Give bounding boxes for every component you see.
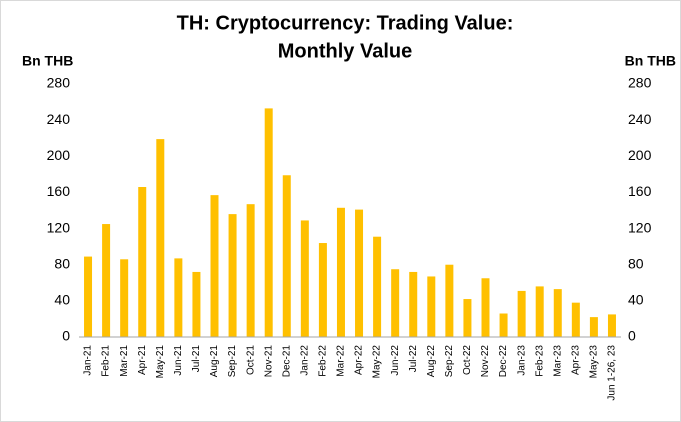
x-tick-label: Jun-21: [173, 345, 184, 376]
x-tick-label: Jun 1-26, 23: [607, 345, 618, 401]
bar: [264, 108, 273, 338]
x-tick-label: Jul-21: [191, 345, 202, 373]
bar: [481, 278, 490, 337]
bar: [499, 313, 508, 337]
bar: [571, 302, 580, 337]
y2-axis-label: Bn THB: [625, 53, 676, 69]
bar: [138, 187, 147, 337]
y-tick-label: 280: [47, 75, 71, 91]
y2-tick-label: 120: [628, 219, 652, 235]
bar: [102, 224, 111, 337]
chart-title: Monthly Value: [278, 40, 412, 62]
bar: [300, 220, 309, 337]
x-tick-label: Nov-22: [480, 345, 491, 378]
x-tick-label: Aug-21: [209, 345, 220, 378]
bar: [391, 269, 400, 337]
x-tick-label: Jan-21: [83, 345, 94, 376]
bar: [174, 258, 183, 337]
x-tick-label: Dec-21: [281, 345, 292, 378]
bar: [318, 243, 327, 337]
y2-tick-label: 0: [628, 328, 636, 344]
bar: [355, 209, 364, 337]
x-tick-label: May-23: [589, 345, 600, 379]
x-tick-label: Oct-22: [462, 345, 473, 375]
x-tick-label: Nov-21: [263, 345, 274, 378]
y2-tick-label: 200: [628, 147, 652, 163]
x-tick-label: Feb-22: [318, 345, 329, 377]
y-tick-label: 40: [54, 292, 70, 308]
y-tick-label: 200: [47, 147, 71, 163]
x-tick-label: Mar-22: [336, 345, 347, 377]
x-tick-label: Mar-23: [552, 345, 563, 377]
y2-tick-label: 240: [628, 111, 652, 127]
y-tick-label: 160: [47, 183, 71, 199]
bar: [409, 271, 418, 337]
bar: [553, 289, 562, 337]
x-tick-label: Sep-22: [444, 345, 455, 378]
bar: [120, 259, 129, 337]
x-tick-label: Mar-21: [119, 345, 130, 377]
y2-tick-label: 80: [628, 255, 644, 271]
x-tick-label: Feb-23: [534, 345, 545, 377]
x-tick-label: May-22: [372, 345, 383, 379]
x-tick-label: Apr-23: [570, 345, 581, 375]
bar: [373, 236, 382, 337]
y-tick-label: 240: [47, 111, 71, 127]
y-tick-label: 80: [54, 255, 70, 271]
bar: [210, 195, 219, 337]
x-tick-label: Sep-21: [227, 345, 238, 378]
bar: [427, 276, 436, 337]
bar: [156, 139, 165, 337]
bar: [517, 290, 526, 337]
bar: [282, 175, 291, 337]
x-tick-label: Apr-22: [354, 345, 365, 375]
y-tick-label: 0: [62, 328, 70, 344]
bar: [535, 286, 544, 337]
x-tick-label: Dec-22: [498, 345, 509, 378]
x-tick-label: Apr-21: [137, 345, 148, 375]
y2-tick-label: 280: [628, 75, 652, 91]
x-tick-label: May-21: [155, 345, 166, 379]
x-tick-label: Aug-22: [426, 345, 437, 378]
bar: [589, 317, 598, 337]
y-axis-label: Bn THB: [22, 53, 73, 69]
x-tick-label: Oct-21: [245, 345, 256, 375]
bar: [336, 207, 345, 337]
x-tick-label: Jan-22: [299, 345, 310, 376]
y-tick-label: 120: [47, 219, 71, 235]
bar: [84, 256, 93, 337]
chart-title: TH: Cryptocurrency: Trading Value:: [177, 12, 514, 34]
x-tick-label: Jul-22: [408, 345, 419, 373]
x-tick-label: Jun-22: [390, 345, 401, 376]
bar: [228, 214, 237, 337]
x-tick-label: Jan-23: [516, 345, 527, 376]
bar: [607, 314, 616, 337]
y2-tick-label: 160: [628, 183, 652, 199]
bar: [246, 204, 255, 337]
bar: [463, 299, 472, 337]
y2-tick-label: 40: [628, 292, 644, 308]
bar: [192, 271, 201, 337]
x-tick-label: Feb-21: [101, 345, 112, 377]
bar: [445, 264, 454, 337]
